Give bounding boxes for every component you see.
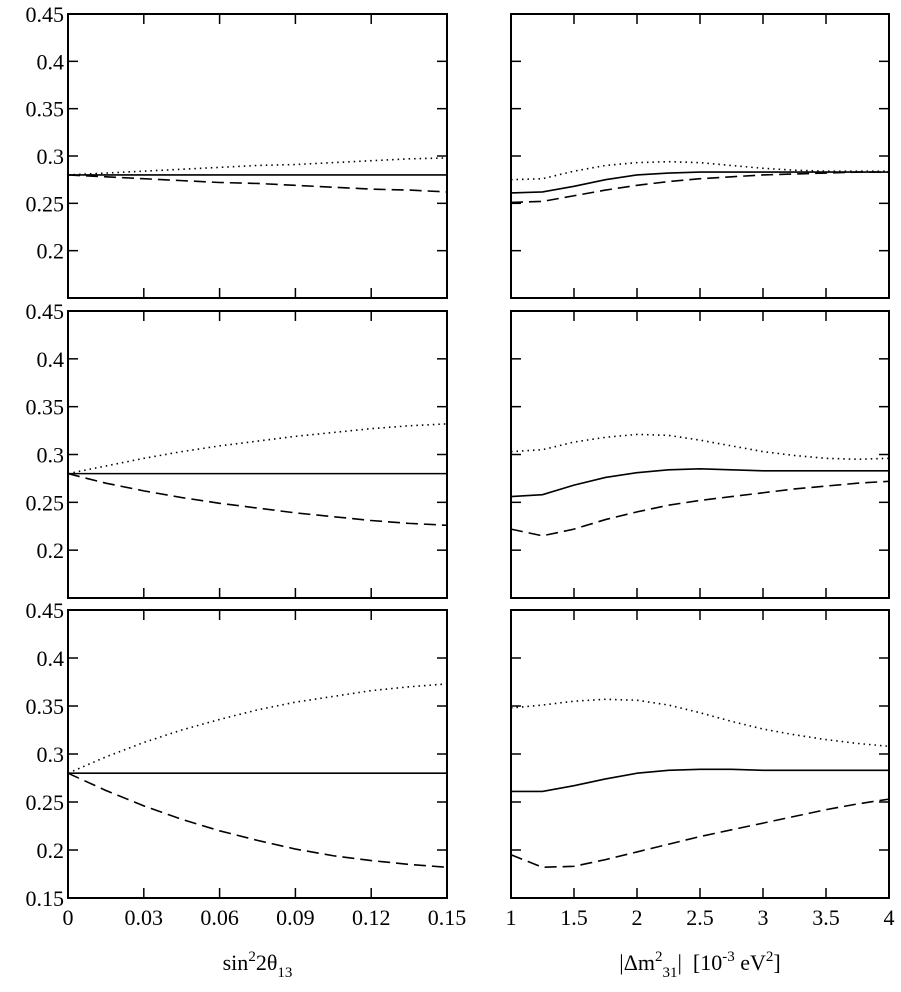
y-tick-label: 0.4: [37, 646, 65, 671]
plot-frame: [67, 310, 448, 599]
y-tick-label: 0.45: [26, 299, 65, 324]
x-axis-label-part: -3: [722, 949, 735, 965]
y-tick-label: 0.4: [37, 49, 65, 74]
series-line: [510, 160, 889, 181]
x-axis-label-part: 31: [662, 965, 677, 981]
x-tick-label: 2: [632, 905, 643, 930]
series-line: [510, 468, 889, 498]
y-tick-label: 0.2: [37, 239, 65, 264]
x-axis-label-part: |Δm: [619, 950, 655, 975]
x-tick-label: 0.12: [352, 905, 391, 930]
y-tick-label: 0.3: [37, 144, 65, 169]
x-tick-label: 0.09: [276, 905, 315, 930]
series-line: [67, 157, 448, 176]
series-line: [67, 472, 448, 527]
series-line: [511, 768, 889, 793]
plot-frame: [67, 609, 448, 899]
series-line: [510, 171, 889, 194]
y-tick-label: 0.25: [26, 191, 65, 216]
x-axis-label-part: 2: [766, 949, 774, 965]
y-tick-label: 0.25: [26, 490, 65, 515]
series-line: [510, 480, 890, 537]
series-line: [510, 433, 890, 461]
series-line: [67, 772, 448, 869]
x-tick-label: 0.06: [200, 905, 239, 930]
y-tick-label: 0.2: [37, 538, 65, 563]
x-tick-label: 0.03: [125, 905, 164, 930]
y-tick-label: 0.4: [37, 347, 65, 372]
x-tick-label: 0: [63, 905, 74, 930]
y-tick-label: 0.2: [37, 838, 65, 863]
x-axis-label-part: 2: [248, 949, 256, 965]
series-line: [510, 698, 890, 748]
x-tick-label: 3: [758, 905, 769, 930]
y-tick-label: 0.3: [37, 443, 65, 468]
series-line: [67, 174, 448, 193]
x-tick-label: 2.5: [686, 905, 714, 930]
series-line: [510, 798, 890, 869]
plot-frame: [510, 13, 890, 299]
plot-frame: [67, 13, 448, 299]
series-line: [67, 683, 448, 774]
y-tick-label: 0.35: [26, 694, 65, 719]
x-axis-label-part: eV: [735, 950, 766, 975]
x-tick-label: 1.5: [560, 905, 588, 930]
x-axis-label-part: | [10: [677, 950, 722, 975]
y-tick-label: 0.35: [26, 97, 65, 122]
y-tick-label: 0.45: [26, 598, 65, 623]
x-axis-label: sin22θ13: [223, 949, 293, 981]
x-axis-label-part: 2θ: [256, 950, 278, 975]
y-tick-label: 0.45: [26, 2, 65, 27]
x-axis-label: |Δm231| [10-3 eV2]: [619, 949, 780, 981]
x-tick-label: 3.5: [812, 905, 840, 930]
plot-frame: [510, 310, 890, 599]
x-axis-label-part: ]: [773, 950, 780, 975]
x-axis-label-part: sin: [223, 950, 249, 975]
x-axis-label-part: 13: [277, 965, 292, 981]
x-tick-label: 4: [884, 905, 895, 930]
series-line: [67, 423, 448, 475]
x-axis-label-part: 2: [655, 949, 663, 965]
y-tick-label: 0.35: [26, 395, 65, 420]
y-tick-label: 0.15: [26, 886, 65, 911]
series-line: [510, 171, 889, 204]
x-tick-label: 0.15: [428, 905, 467, 930]
plot-frame: [510, 609, 890, 899]
x-tick-label: 1: [506, 905, 517, 930]
y-tick-label: 0.3: [37, 742, 65, 767]
y-tick-label: 0.25: [26, 790, 65, 815]
